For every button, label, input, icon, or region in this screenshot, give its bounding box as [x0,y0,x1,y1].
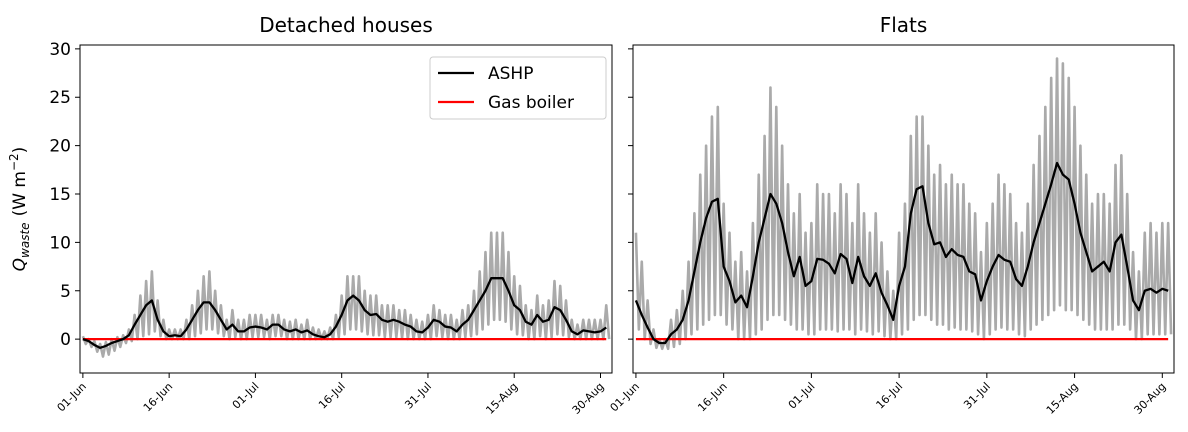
x-tick-label: 01-Jun [608,380,643,415]
x-tick-label: 16-Jul [316,380,348,412]
x-tick-label: 31-Jul [402,380,434,412]
envelope-line [81,231,611,358]
y-tick-label: 20 [49,137,71,157]
plot-frame [79,44,613,374]
x-tick-label: 15-Aug [1044,380,1081,417]
legend-label: Gas boiler [488,93,574,113]
y-tick-label: 15 [49,185,71,205]
x-tick-label: 16-Jul [874,380,906,412]
x-tick-label: 16-Jun [141,380,176,415]
x-tick-label: 16-Jun [695,380,730,415]
y-tick-label: 10 [49,233,71,253]
panel-title: Detached houses [259,13,433,37]
x-tick-label: 15-Aug [483,380,520,417]
x-tick-label: 01-Jul [786,380,818,412]
y-axis-label: Qwaste (W m−2) [7,147,32,272]
x-tick-label: 01-Jul [230,380,262,412]
y-label-part: ) [10,147,30,154]
y-label-part: waste [18,222,32,258]
y-label-part: −2 [7,153,21,171]
envelope-line [634,57,1173,351]
x-tick-label: 01-Jun [55,380,90,415]
y-tick-label: 30 [49,40,71,60]
x-tick-label: 31-Jul [961,380,993,412]
plot-frame [632,44,1175,374]
series-line [634,161,1169,345]
x-tick-label: 30-Aug [1131,380,1168,417]
y-tick-label: 0 [60,330,71,350]
series-line [82,277,607,349]
legend-label: ASHP [488,64,533,84]
panel: 01-Jun 16-Jun 01-Jul 16-Jul 31-Jul 15-Aug 30-A… [608,13,1175,417]
panel: 0 5 10 15 20 25 30 01-Jun 16-Jun 01-Jul 16-Jul 31-J… [7,13,613,417]
panel-title: Flats [880,13,928,37]
y-tick-label: 5 [60,282,71,302]
y-label-part: (W m [10,171,30,216]
y-tick-label: 25 [49,88,71,108]
y-label-part: Q [10,258,30,271]
x-tick-label: 30-Aug [570,380,607,417]
